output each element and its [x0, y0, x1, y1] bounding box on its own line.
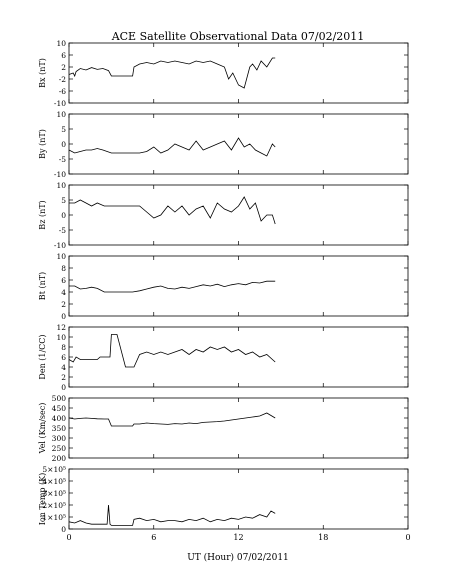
x-tick-label: 0: [66, 533, 71, 542]
y-tick-label: 10: [56, 181, 66, 190]
series-line: [68, 334, 276, 368]
y-tick-label: 10: [56, 333, 66, 342]
y-tick-label: 350: [52, 424, 67, 433]
panel-6: 5×10⁵ 4×10⁵ 3×10⁵ 2×10⁵ 1×10⁵ 0 Ion Temp (K): [38, 465, 409, 534]
y-tick-label: 6: [61, 276, 66, 285]
y-tick-label: 0: [61, 525, 66, 534]
y-tick-label: 8: [61, 343, 66, 352]
y-tick-label: 2: [61, 300, 66, 309]
panel-frame: [68, 255, 409, 317]
series-line: [69, 196, 276, 225]
y-tick-label: 4×10⁵: [42, 477, 66, 486]
y-tick-label: 5×10⁵: [42, 465, 66, 474]
y-tick-label: 5: [61, 196, 66, 205]
y-tick-label: 2×10⁵: [42, 501, 66, 510]
y-tick-label: 0: [61, 383, 66, 392]
y-tick-label: 2: [61, 373, 66, 382]
y-tick-label: 450: [52, 404, 67, 413]
y-axis-label: Bt (nT): [38, 272, 47, 300]
panels: 10 6 2 -2 -6 -10 Bx (nT) 10 5 0 -5 -10 By (nT) 10 5 0 -5…: [38, 39, 411, 542]
y-tick-label: -10: [54, 241, 66, 250]
y-tick-label: -2: [59, 75, 67, 84]
y-axis-label: Ion Temp (K): [38, 473, 47, 526]
panel-1: 10 5 0 -5 -10 By (nT): [38, 110, 409, 179]
y-tick-label: -10: [54, 170, 66, 179]
x-tick-label: 6: [151, 533, 156, 542]
panel-frame: [68, 397, 409, 459]
series-line: [69, 280, 276, 293]
y-tick-label: 8: [61, 264, 66, 273]
y-tick-label: 5: [61, 125, 66, 134]
y-tick-label: 0: [61, 211, 66, 220]
series-line: [68, 504, 276, 526]
y-tick-label: -6: [59, 87, 67, 96]
x-axis-label: UT (Hour) 07/02/2011: [187, 552, 289, 563]
y-tick-label: 2: [61, 63, 66, 72]
panel-0: 10 6 2 -2 -6 -10 Bx (nT): [38, 39, 409, 108]
panel-3: 10 8 6 4 2 0 Bt (nT): [38, 252, 409, 321]
y-tick-label: 250: [52, 444, 67, 453]
y-tick-label: 0: [61, 312, 66, 321]
y-tick-label: 200: [52, 454, 67, 463]
y-tick-label: 12: [56, 323, 66, 332]
x-tick-label: 18: [318, 533, 328, 542]
series-line: [68, 57, 276, 89]
y-tick-label: -5: [59, 226, 67, 235]
y-tick-label: 6: [61, 353, 66, 362]
y-tick-label: 6: [61, 51, 66, 60]
y-tick-label: 10: [56, 110, 66, 119]
y-tick-label: 3×10⁵: [42, 489, 66, 498]
y-tick-label: -5: [59, 155, 67, 164]
panel-frame: [68, 42, 409, 104]
y-axis-label: Bz (nT): [38, 200, 47, 229]
y-tick-label: 300: [52, 434, 67, 443]
figure-title: ACE Satellite Observational Data 07/02/2…: [111, 30, 365, 43]
y-axis-label: Den (1/CC): [38, 334, 47, 379]
y-axis-label: By (nT): [38, 129, 47, 159]
y-tick-label: 4: [61, 363, 66, 372]
panel-frame: [68, 468, 409, 530]
y-axis-label: Bx (nT): [38, 58, 47, 88]
panel-2: 10 5 0 -5 -10 Bz (nT): [38, 181, 409, 250]
y-tick-label: -10: [54, 99, 66, 108]
x-tick-label: 12: [233, 533, 243, 542]
y-tick-label: 0: [61, 140, 66, 149]
y-tick-label: 10: [56, 39, 66, 48]
panel-frame: [68, 326, 409, 388]
y-tick-label: 500: [52, 394, 67, 403]
series-line: [68, 412, 276, 427]
series-line: [68, 137, 276, 157]
y-tick-label: 4: [61, 288, 66, 297]
panel-frame: [68, 184, 409, 246]
y-tick-label: 400: [52, 414, 67, 423]
y-tick-label: 10: [56, 252, 66, 261]
panel-frame: [68, 113, 409, 175]
y-axis-label: Vel (Km/sec): [38, 403, 47, 455]
x-tick-label: 0: [405, 533, 410, 542]
y-tick-label: 1×10⁵: [42, 513, 66, 522]
